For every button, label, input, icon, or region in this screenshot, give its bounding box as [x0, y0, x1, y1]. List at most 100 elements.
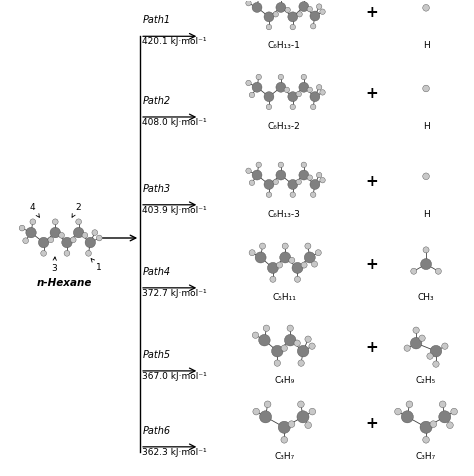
Circle shape [264, 12, 274, 22]
Text: 362.3 kJ·mol⁻¹: 362.3 kJ·mol⁻¹ [143, 448, 207, 457]
Circle shape [288, 421, 295, 427]
Text: 4: 4 [29, 203, 39, 218]
Circle shape [423, 247, 429, 253]
Circle shape [48, 237, 54, 243]
Circle shape [259, 243, 265, 249]
Circle shape [310, 192, 316, 198]
Circle shape [270, 276, 276, 282]
Text: C₃H₇: C₃H₇ [416, 452, 436, 461]
Circle shape [62, 237, 72, 248]
Circle shape [59, 232, 64, 238]
Circle shape [256, 162, 262, 168]
Circle shape [301, 162, 307, 168]
Circle shape [435, 268, 441, 274]
Circle shape [320, 178, 325, 183]
Circle shape [427, 353, 433, 359]
Text: n-Hexane: n-Hexane [37, 278, 92, 288]
Circle shape [249, 92, 255, 98]
Circle shape [64, 250, 70, 256]
Circle shape [430, 346, 442, 357]
Text: C₆H₁₃-3: C₆H₁₃-3 [268, 209, 301, 218]
Circle shape [395, 408, 401, 415]
Text: H: H [423, 41, 429, 50]
Circle shape [259, 335, 270, 346]
Text: H: H [423, 122, 429, 131]
Circle shape [266, 192, 272, 198]
Text: +: + [365, 86, 378, 101]
Circle shape [92, 230, 98, 236]
Text: Path1: Path1 [143, 15, 171, 25]
Text: Path5: Path5 [143, 350, 171, 360]
Circle shape [266, 24, 272, 30]
Circle shape [430, 421, 437, 427]
Circle shape [423, 173, 429, 179]
Circle shape [287, 325, 293, 331]
Circle shape [86, 250, 91, 256]
Text: +: + [365, 5, 378, 20]
Circle shape [433, 361, 439, 367]
Text: 408.0 kJ·mol⁻¹: 408.0 kJ·mol⁻¹ [143, 118, 207, 127]
Circle shape [264, 92, 274, 101]
Circle shape [317, 4, 322, 10]
Circle shape [53, 219, 58, 225]
Circle shape [280, 252, 291, 263]
Circle shape [284, 87, 290, 92]
Circle shape [419, 335, 425, 341]
Circle shape [96, 235, 102, 241]
Text: 1: 1 [91, 258, 102, 272]
Circle shape [290, 192, 295, 198]
Circle shape [288, 92, 298, 101]
Circle shape [310, 92, 320, 101]
Circle shape [299, 170, 309, 180]
Circle shape [304, 252, 315, 263]
Circle shape [252, 170, 262, 180]
Circle shape [305, 422, 311, 428]
Circle shape [297, 346, 309, 357]
Circle shape [294, 276, 301, 282]
Circle shape [281, 436, 288, 443]
Circle shape [273, 11, 279, 17]
Circle shape [311, 261, 318, 267]
Text: C₅H₁₁: C₅H₁₁ [273, 293, 296, 302]
Circle shape [288, 12, 298, 22]
Circle shape [420, 421, 432, 433]
Circle shape [263, 325, 270, 331]
Circle shape [41, 250, 46, 256]
Text: C₂H₅: C₂H₅ [416, 376, 436, 385]
Circle shape [411, 268, 417, 274]
Circle shape [305, 243, 311, 249]
Circle shape [267, 262, 278, 273]
Circle shape [289, 257, 295, 263]
Circle shape [285, 7, 291, 13]
Circle shape [260, 411, 272, 423]
Circle shape [85, 237, 95, 248]
Circle shape [413, 327, 419, 333]
Circle shape [274, 360, 281, 367]
Circle shape [284, 335, 296, 346]
Circle shape [317, 85, 322, 90]
Circle shape [264, 179, 274, 189]
Circle shape [309, 343, 315, 349]
Circle shape [253, 408, 260, 415]
Circle shape [290, 104, 295, 109]
Circle shape [310, 23, 316, 29]
Circle shape [246, 168, 251, 174]
Circle shape [310, 179, 320, 189]
Circle shape [423, 85, 429, 92]
Circle shape [246, 0, 251, 6]
Circle shape [439, 401, 446, 407]
Circle shape [26, 228, 36, 238]
Circle shape [451, 408, 457, 415]
Circle shape [276, 262, 283, 268]
Circle shape [288, 179, 298, 189]
Circle shape [301, 74, 307, 80]
Circle shape [406, 401, 413, 407]
Circle shape [297, 411, 309, 423]
Circle shape [298, 401, 304, 407]
Circle shape [19, 225, 25, 231]
Circle shape [320, 9, 325, 14]
Circle shape [307, 6, 312, 12]
Circle shape [294, 340, 301, 347]
Text: 2: 2 [72, 203, 81, 218]
Circle shape [82, 232, 88, 238]
